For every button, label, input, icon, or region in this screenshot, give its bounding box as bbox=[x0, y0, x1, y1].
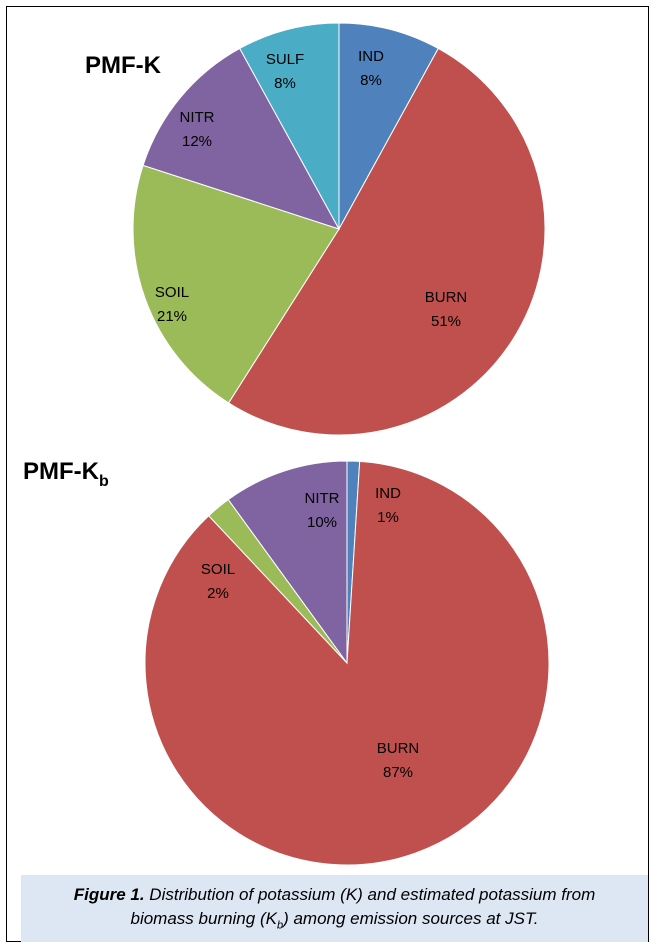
caption-subscript: b bbox=[276, 919, 284, 932]
caption-text-1: Distribution of potassium (K) and estima… bbox=[130, 885, 596, 928]
caption-label: Figure 1. bbox=[73, 885, 145, 905]
slice-label-nitr: NITR bbox=[180, 109, 215, 126]
caption-text-2: ) among emission sources at JST. bbox=[283, 909, 539, 928]
slice-label-ind: IND bbox=[358, 48, 384, 65]
slice-percent-burn: 87% bbox=[383, 764, 413, 781]
slice-label-soil: SOIL bbox=[201, 561, 235, 578]
slice-label-burn: BURN bbox=[377, 740, 420, 757]
pie-slice-burn bbox=[227, 47, 546, 436]
slice-percent-burn: 51% bbox=[431, 313, 461, 330]
slice-percent-nitr: 12% bbox=[182, 133, 212, 150]
pie-slice-ind bbox=[338, 22, 439, 230]
pie-slice-soil bbox=[132, 164, 340, 404]
slice-label-burn: BURN bbox=[425, 289, 468, 306]
slice-label-soil: SOIL bbox=[155, 284, 189, 301]
pie-slice-nitr bbox=[227, 460, 348, 665]
pie-slice-sulf bbox=[239, 22, 340, 230]
slice-percent-ind: 1% bbox=[377, 509, 399, 526]
chart-canvas: PMF-K IND 8% BURN 51% SOIL 21% NITR 12% SULF 8% P… bbox=[23, 22, 550, 866]
slice-percent-soil: 21% bbox=[157, 308, 187, 325]
slice-percent-ind: 8% bbox=[360, 72, 382, 89]
figure-caption: Figure 1. Distribution of potassium (K) … bbox=[21, 875, 648, 942]
pie-slice-nitr bbox=[142, 47, 341, 230]
slice-percent-soil: 2% bbox=[207, 585, 229, 602]
slice-percent-sulf: 8% bbox=[274, 75, 296, 92]
figure-frame: PMF-K IND 8% BURN 51% SOIL 21% NITR 12% SULF 8% P… bbox=[6, 6, 649, 942]
chart1-title: PMF-K bbox=[85, 52, 162, 79]
slice-label-nitr: NITR bbox=[305, 490, 340, 507]
chart2-title: PMF-Kb bbox=[23, 458, 109, 490]
slice-label-sulf: SULF bbox=[266, 51, 304, 68]
pie-chart-pmf-kb: IND 1% BURN 87% SOIL 2% NITR 10% bbox=[144, 460, 550, 866]
pie-chart-pmf-k: IND 8% BURN 51% SOIL 21% NITR 12% SULF 8% bbox=[132, 22, 546, 436]
slice-label-ind: IND bbox=[375, 485, 401, 502]
slice-percent-nitr: 10% bbox=[307, 514, 337, 531]
